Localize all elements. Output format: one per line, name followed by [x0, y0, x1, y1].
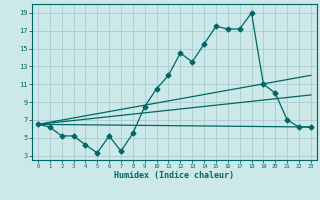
- X-axis label: Humidex (Indice chaleur): Humidex (Indice chaleur): [115, 171, 234, 180]
